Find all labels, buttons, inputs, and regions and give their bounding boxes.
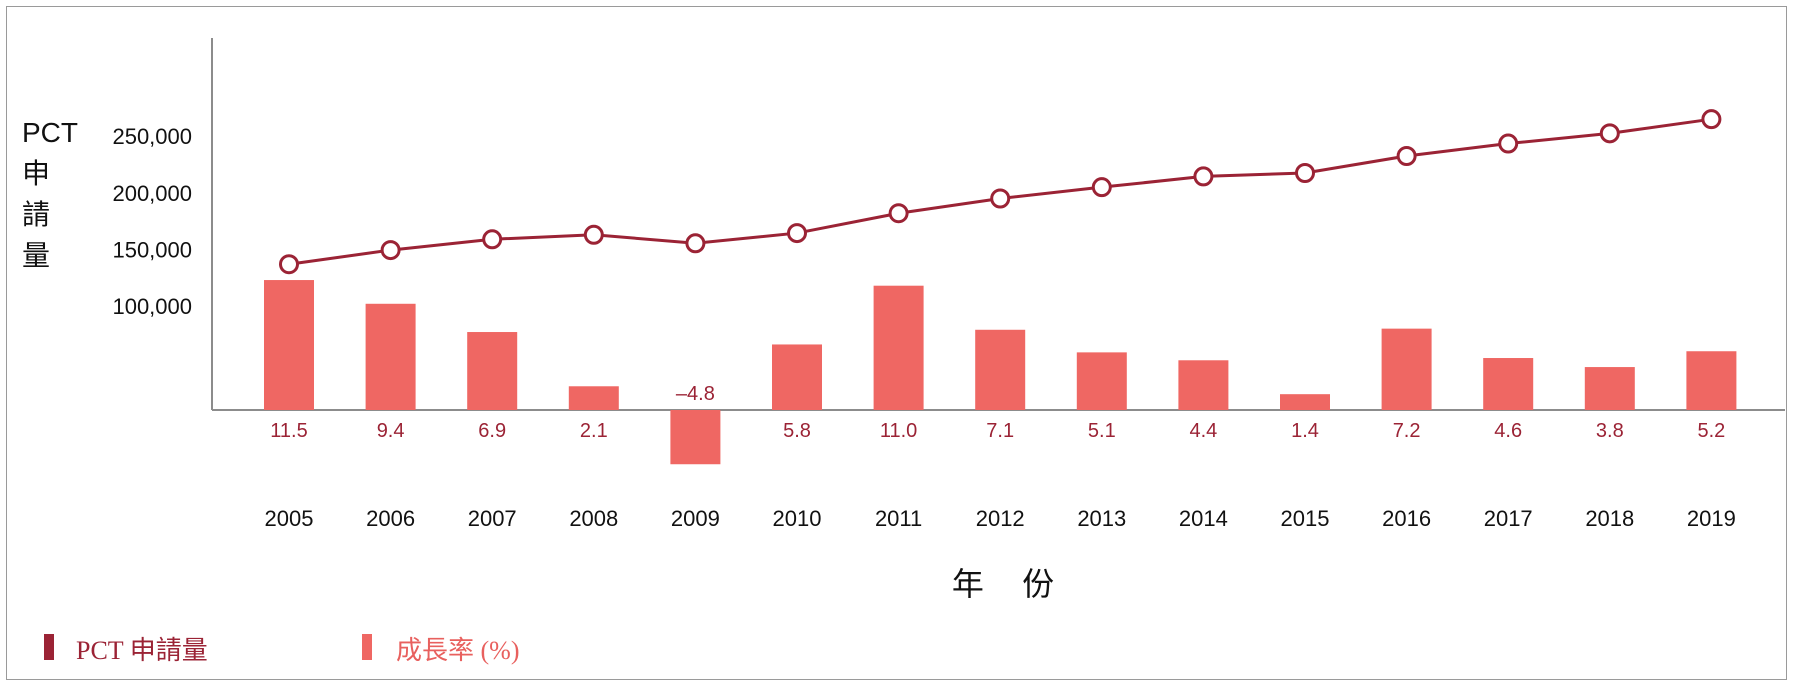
growth-rate-label: 5.2 (1697, 420, 1725, 442)
pct-applications-point (685, 233, 706, 254)
growth-bar (264, 280, 314, 410)
pct-applications-point (1295, 163, 1315, 184)
x-tick-label: 2010 (773, 506, 822, 531)
x-tick-label: 2012 (976, 506, 1025, 531)
growth-bar (1686, 351, 1737, 410)
pct-applications-point (1193, 166, 1214, 187)
legend-label-line: PCT 申請量 (76, 636, 208, 665)
x-tick-label: 2018 (1585, 506, 1634, 531)
growth-rate-label: 1.4 (1291, 420, 1319, 442)
y-axis-label-line-2: 申 (22, 158, 50, 189)
growth-rate-label: 11.5 (270, 420, 307, 442)
y-axis-label: PCT 申 請 量 (22, 117, 78, 271)
pct-applications-point (888, 203, 909, 224)
legend-swatch-bar (362, 634, 372, 660)
x-tick-label: 2007 (468, 506, 517, 531)
x-tick-label: 2014 (1179, 506, 1228, 531)
legend: PCT 申請量 成長率 (%) (44, 634, 519, 665)
growth-bar (975, 329, 1026, 410)
legend-swatch-line (44, 634, 54, 660)
growth-bar (670, 410, 721, 465)
growth-rate-label: 7.1 (986, 420, 1014, 442)
growth-rate-label: 5.1 (1088, 420, 1116, 442)
pct-applications-point (380, 240, 401, 261)
growth-rate-label: 11.0 (880, 420, 917, 442)
pct-applications-point (1498, 133, 1519, 154)
y-axis-label-line-3: 請 (22, 199, 50, 230)
legend-label-bar: 成長率 (%) (396, 636, 519, 665)
growth-rate-label: 4.4 (1189, 420, 1217, 442)
growth-rate-label: 7.2 (1393, 420, 1421, 442)
pct-applications-point (482, 229, 503, 250)
growth-rate-label: 3.8 (1596, 420, 1624, 442)
growth-bar (1178, 360, 1229, 410)
growth-rate-label: 4.6 (1494, 420, 1522, 442)
x-tick-label: 2006 (366, 506, 415, 531)
x-tick-label: 2016 (1382, 506, 1431, 531)
pct-applications-point (787, 223, 807, 244)
y-tick-label: 200,000 (112, 181, 192, 206)
y-axis-label-line-4: 量 (22, 240, 50, 271)
x-tick-label: 2013 (1077, 506, 1126, 531)
pct-applications-point (1599, 123, 1620, 144)
x-tick-label: 2005 (265, 506, 314, 531)
x-tick-label: 2009 (671, 506, 720, 531)
pct-applications-point (279, 254, 299, 275)
growth-bar (1381, 328, 1432, 410)
growth-rate-label: 5.8 (783, 420, 811, 442)
pct-applications-point (583, 224, 604, 245)
x-tick-label: 2015 (1281, 506, 1330, 531)
pct-applications-point (1396, 146, 1417, 167)
growth-rate-label: 6.9 (478, 420, 506, 442)
x-tick-label: 2019 (1687, 506, 1736, 531)
growth-bar (365, 303, 416, 410)
x-tick-label: 2017 (1484, 506, 1533, 531)
line-series (279, 109, 1722, 275)
x-tick-label: 2008 (569, 506, 618, 531)
pct-applications-point (1701, 109, 1722, 130)
pct-applications-point (990, 188, 1011, 209)
growth-bar (873, 285, 924, 410)
y-tick-label: 100,000 (112, 294, 192, 319)
growth-bar (1076, 352, 1127, 410)
x-axis-label: 年 份 (952, 565, 1068, 603)
growth-bar (1483, 358, 1534, 410)
growth-bar (467, 332, 518, 410)
bars (264, 280, 1737, 465)
growth-bar (568, 386, 619, 410)
y-axis-label-line-1: PCT (22, 117, 78, 148)
x-ticks: 2005 2006 2007 2008 2009 2010 2011 2012 2013 2014… (265, 506, 1736, 531)
growth-rate-label: 9.4 (377, 420, 405, 442)
growth-rate-label: –4.8 (676, 383, 715, 405)
pct-applications-point (1091, 177, 1112, 198)
growth-bar (772, 344, 822, 410)
rate-labels: 11.5 9.4 6.9 2.1 –4.8 5.8 11.0 7.1 5.1 4.4 1.4 7.2 4… (270, 383, 1725, 442)
x-tick-label: 2011 (875, 506, 922, 531)
growth-bar (1584, 367, 1635, 410)
growth-bar (1280, 394, 1330, 410)
y-ticks: 100,000 150,000 200,000 250,000 (112, 124, 192, 319)
growth-rate-label: 2.1 (580, 420, 608, 442)
y-tick-label: 250,000 (112, 124, 192, 149)
y-tick-label: 150,000 (112, 238, 192, 263)
